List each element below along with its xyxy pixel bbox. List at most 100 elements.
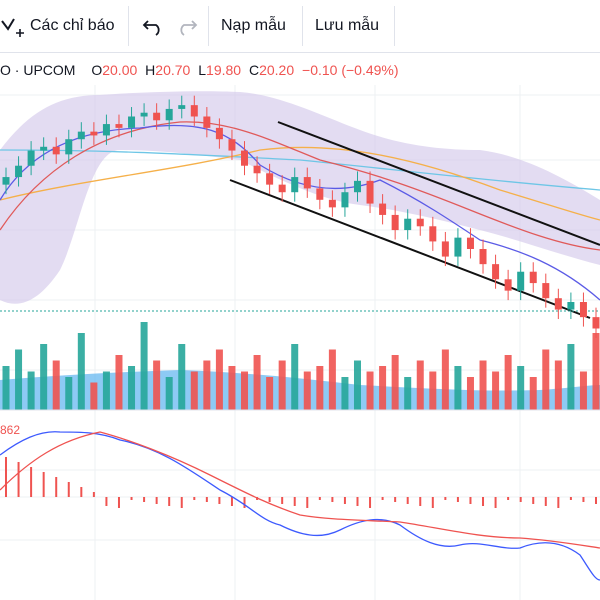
volume-bar — [454, 366, 462, 410]
volume-bar — [15, 349, 23, 410]
low-value: 19.80 — [206, 62, 242, 78]
open-value: 20.00 — [102, 62, 138, 78]
candle-body — [416, 218, 424, 227]
macd-histogram-bar — [519, 497, 522, 502]
volume-bar — [466, 377, 474, 410]
volume-bar — [228, 366, 236, 410]
candle-body — [52, 146, 60, 155]
volume-bar — [341, 377, 349, 410]
macd-histogram-bar — [507, 497, 510, 500]
candle-body — [153, 112, 161, 121]
candle-body — [404, 218, 412, 231]
toolbar-divider — [128, 6, 129, 46]
macd-histogram-bar — [193, 497, 196, 500]
volume-bar — [542, 349, 550, 410]
candle-body — [65, 139, 73, 155]
candle-body — [27, 150, 35, 166]
volume-bar — [40, 344, 48, 410]
volume-bar — [27, 371, 35, 410]
macd-histogram-bar — [105, 497, 108, 506]
volume-bar — [353, 360, 361, 410]
macd-histogram-bar — [143, 497, 146, 502]
candle-body — [303, 177, 311, 189]
candle-body — [517, 271, 525, 291]
macd-histogram-bar — [381, 497, 384, 500]
volume-bar — [65, 377, 73, 410]
indicators-button[interactable]: Các chỉ báo — [0, 0, 115, 52]
macd-histogram-bar — [356, 497, 359, 506]
symbol-exchange: O · UPCOM — [0, 62, 76, 78]
macd-histogram-bar — [318, 497, 321, 500]
candle-body — [554, 298, 562, 310]
volume-bar — [190, 371, 198, 410]
volume-bar — [441, 349, 449, 410]
candle-body — [190, 105, 198, 117]
macd-histogram-bar — [67, 482, 70, 497]
candle-body — [479, 249, 487, 265]
close-value: 20.20 — [259, 62, 295, 78]
volume-bar — [379, 366, 387, 410]
volume-bar — [404, 377, 412, 410]
volume-bar — [429, 371, 437, 410]
candle-body — [391, 214, 399, 231]
indicators-label: Các chỉ báo — [30, 17, 115, 34]
top-toolbar: Các chỉ báo Nạp mẫu Lưu mẫu — [0, 0, 600, 53]
volume-bar — [77, 333, 85, 410]
volume-bar — [2, 366, 10, 410]
save-template-button[interactable]: Lưu mẫu — [315, 0, 379, 52]
macd-histogram-bar — [306, 497, 309, 508]
high-label: H — [145, 62, 156, 78]
macd-histogram-bar — [268, 497, 271, 502]
candle-body — [266, 173, 274, 185]
load-template-button[interactable]: Nạp mẫu — [221, 0, 286, 52]
macd-histogram-bar — [369, 497, 372, 508]
candle-body — [241, 150, 249, 166]
macd-histogram-bar — [482, 497, 485, 506]
load-template-label: Nạp mẫu — [221, 17, 286, 34]
volume-bar — [504, 355, 512, 410]
indicators-icon — [1, 18, 24, 37]
volume-bar — [416, 360, 424, 410]
macd-histogram-bar — [456, 497, 459, 502]
volume-bar — [90, 382, 98, 410]
macd-value-label: 862 — [0, 423, 21, 437]
undo-button[interactable] — [142, 0, 164, 52]
candle-body — [291, 177, 299, 193]
volume-ma-area — [0, 370, 600, 410]
macd-histogram-bar — [92, 492, 95, 497]
macd-histogram-bar — [569, 497, 572, 500]
volume-bar — [165, 377, 173, 410]
candle-body — [316, 188, 324, 200]
volume-bar — [266, 377, 274, 410]
redo-icon — [180, 20, 198, 36]
chart-legend: O · UPCOM O20.00 H20.70 L19.80 C20.20 −0… — [0, 62, 403, 84]
candle-body — [379, 203, 387, 215]
candles — [2, 95, 600, 338]
candle-body — [40, 146, 48, 151]
macd-histogram-bar — [218, 497, 221, 504]
candle-body — [253, 165, 261, 174]
macd-histogram-bar — [331, 497, 334, 502]
redo-button[interactable] — [176, 0, 198, 52]
candle-body — [341, 192, 349, 208]
candle-body — [429, 226, 437, 242]
low-label: L — [198, 62, 207, 78]
candle-body — [353, 180, 361, 193]
candle-body — [441, 241, 449, 257]
macd-line — [0, 431, 600, 581]
volume-bar — [328, 349, 336, 410]
high-value: 20.70 — [155, 62, 191, 78]
volume-bar — [115, 355, 123, 410]
macd-histogram-bar — [168, 497, 171, 506]
volume-bar — [52, 360, 60, 410]
ma-long-line — [0, 149, 600, 191]
macd-histogram-bar — [55, 477, 58, 497]
macd-histogram-bar — [431, 497, 434, 508]
candle-body — [2, 177, 10, 185]
macd-histogram-bar — [595, 497, 597, 504]
macd-histogram-bar — [155, 497, 158, 504]
macd-histogram-bar — [394, 497, 397, 502]
macd-histogram-bar — [80, 487, 83, 497]
candle-body — [165, 108, 173, 121]
